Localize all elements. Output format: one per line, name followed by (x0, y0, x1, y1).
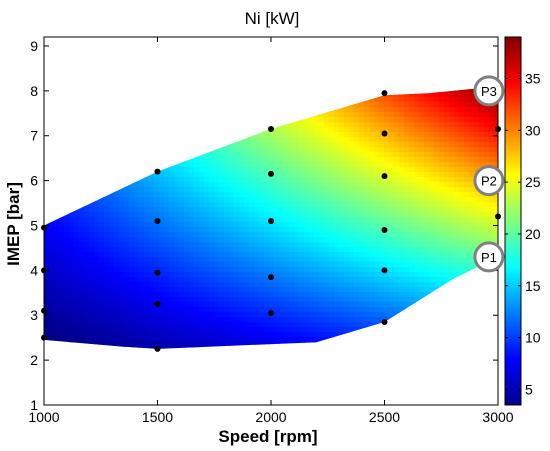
data-point (154, 301, 161, 308)
x-tick-label: 1000 (28, 409, 59, 425)
annotation-circle (473, 165, 505, 197)
data-point (41, 224, 47, 231)
x-axis-label: Speed [rpm] (218, 427, 317, 446)
data-point (381, 267, 388, 274)
data-point (41, 334, 47, 341)
data-point (154, 345, 161, 352)
data-points (41, 90, 501, 352)
y-tick-label: 4 (30, 262, 38, 278)
data-point (381, 226, 388, 233)
data-point (495, 126, 501, 132)
y-tick-label: 2 (30, 352, 38, 368)
x-axis-ticks: 1000 1500 2000 2500 3000 (28, 37, 514, 425)
y-tick-label: 9 (30, 38, 38, 54)
data-point (495, 213, 501, 220)
colorbar-tick-label: 30 (525, 122, 541, 138)
annotation-circle (473, 241, 505, 273)
chart-title: Ni [kW] (245, 9, 300, 28)
data-point (41, 307, 47, 314)
x-tick-label: 2500 (369, 409, 400, 425)
data-point (268, 218, 274, 224)
annotation-label: P3 (481, 84, 497, 99)
y-tick-label: 5 (30, 217, 38, 233)
x-tick-label: 2000 (255, 409, 286, 425)
data-point (154, 269, 161, 276)
y-tick-label: 1 (30, 397, 38, 413)
x-tick-label: 1500 (142, 409, 173, 425)
annotation-circle (473, 75, 505, 107)
annotation-label: P2 (481, 174, 497, 189)
y-tick-label: 3 (30, 307, 38, 323)
colorbar-tick-label: 10 (525, 330, 541, 346)
y-tick-label: 8 (30, 83, 38, 99)
annotation-label: P1 (481, 250, 497, 265)
colorbar-tick-label: 5 (525, 381, 533, 397)
colorbar-tick-label: 15 (525, 278, 541, 294)
colorbar-tick-label: 35 (525, 70, 541, 86)
y-tick-label: 7 (30, 128, 38, 144)
data-point (268, 126, 274, 132)
colorbar-tick-label: 25 (525, 174, 541, 190)
data-point (154, 168, 161, 175)
data-point (41, 267, 47, 274)
data-point (381, 130, 388, 137)
y-axis-label: IMEP [bar] (4, 182, 23, 266)
x-tick-label: 3000 (482, 409, 513, 425)
colorbar (504, 36, 522, 406)
data-point (381, 318, 388, 325)
data-point (381, 90, 388, 97)
data-point (268, 274, 274, 281)
data-point (268, 310, 274, 316)
y-axis-ticks: 1 2 3 4 5 6 7 8 9 (30, 38, 498, 413)
colorbar-tick-label: 20 (525, 226, 541, 242)
colorbar-ticks: 5 10 15 20 25 30 35 (505, 70, 541, 397)
y-tick-label: 6 (30, 173, 38, 189)
annotations: P3 P2 P1 (473, 75, 505, 273)
data-point (381, 173, 388, 180)
data-point (268, 170, 274, 177)
data-point (154, 218, 161, 224)
